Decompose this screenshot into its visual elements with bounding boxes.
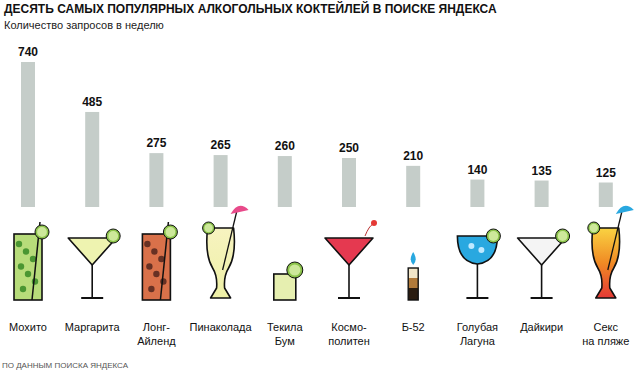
- bar: [470, 180, 484, 207]
- category-label-line: политен: [328, 335, 370, 347]
- data-label: 740: [18, 45, 38, 59]
- glass-icon: [274, 262, 303, 300]
- category-label-line: Бум: [275, 335, 295, 347]
- category-label-line: Пинаколада: [190, 321, 253, 333]
- category-label: Голубая Лагуна: [457, 321, 498, 347]
- data-label: 265: [211, 138, 231, 152]
- data-label: 260: [275, 139, 295, 153]
- bar: [149, 153, 163, 207]
- glass-icon: [518, 229, 570, 298]
- category-label: Пинаколада: [190, 321, 253, 333]
- source-note: ПО ДАННЫМ ПОИСКА ЯНДЕКСА: [2, 361, 129, 370]
- bars: [21, 62, 613, 207]
- bar: [214, 155, 228, 207]
- category-label-line: Лагуна: [460, 335, 496, 347]
- bar: [406, 166, 420, 207]
- data-label: 210: [403, 149, 423, 163]
- category-label: Секс на пляже: [582, 321, 629, 347]
- bar: [535, 181, 549, 207]
- data-label: 125: [596, 166, 616, 180]
- data-label: 140: [467, 163, 487, 177]
- bar: [21, 62, 35, 207]
- category-label-line: Дайкири: [520, 321, 563, 333]
- bar: [278, 156, 292, 207]
- glass-icon: [142, 222, 177, 300]
- category-label: Дайкири: [520, 321, 563, 333]
- bar: [85, 112, 99, 207]
- category-label: Лонг- Айленд: [137, 321, 176, 347]
- category-label-line: Космо-: [331, 321, 367, 333]
- chart-container: ДЕСЯТЬ САМЫХ ПОПУЛЯРНЫХ АЛКОГОЛЬНЫХ КОКТ…: [0, 0, 637, 375]
- category-label-line: Текила: [267, 321, 304, 333]
- bar: [599, 183, 613, 207]
- category-label: Б-52: [402, 321, 425, 333]
- subtitle: Количество запросов в неделю: [4, 19, 164, 31]
- glass-icon: [203, 206, 249, 298]
- glass-icon: [68, 229, 120, 298]
- category-label-line: Мохито: [9, 321, 47, 333]
- category-label-line: Голубая: [457, 321, 498, 333]
- data-label: 275: [146, 136, 166, 150]
- icons: [14, 206, 634, 300]
- title: ДЕСЯТЬ САМЫХ ПОПУЛЯРНЫХ АЛКОГОЛЬНЫХ КОКТ…: [4, 1, 497, 16]
- glass-icon: [457, 229, 500, 298]
- data-label: 135: [532, 164, 552, 178]
- category-label: Текила Бум: [267, 321, 304, 347]
- glass-icon: [325, 220, 377, 298]
- category-label-line: Б-52: [402, 321, 425, 333]
- category-label: Мохито: [9, 321, 47, 333]
- data-label: 485: [82, 95, 102, 109]
- category-label: Космо-политен: [328, 321, 370, 347]
- category-label-line: Лонг-: [143, 321, 170, 333]
- glass-icon: [408, 252, 418, 300]
- category-label-line: на пляже: [582, 335, 629, 347]
- glass-icon: [14, 222, 49, 300]
- bar: [342, 158, 356, 207]
- category-label: Маргарита: [65, 321, 121, 333]
- category-label-line: Секс: [594, 321, 619, 333]
- glass-icon: [588, 206, 634, 298]
- category-label-line: Айленд: [137, 335, 176, 347]
- data-label: 250: [339, 141, 359, 155]
- chart-svg: ДЕСЯТЬ САМЫХ ПОПУЛЯРНЫХ АЛКОГОЛЬНЫХ КОКТ…: [0, 0, 637, 375]
- category-label-line: Маргарита: [65, 321, 121, 333]
